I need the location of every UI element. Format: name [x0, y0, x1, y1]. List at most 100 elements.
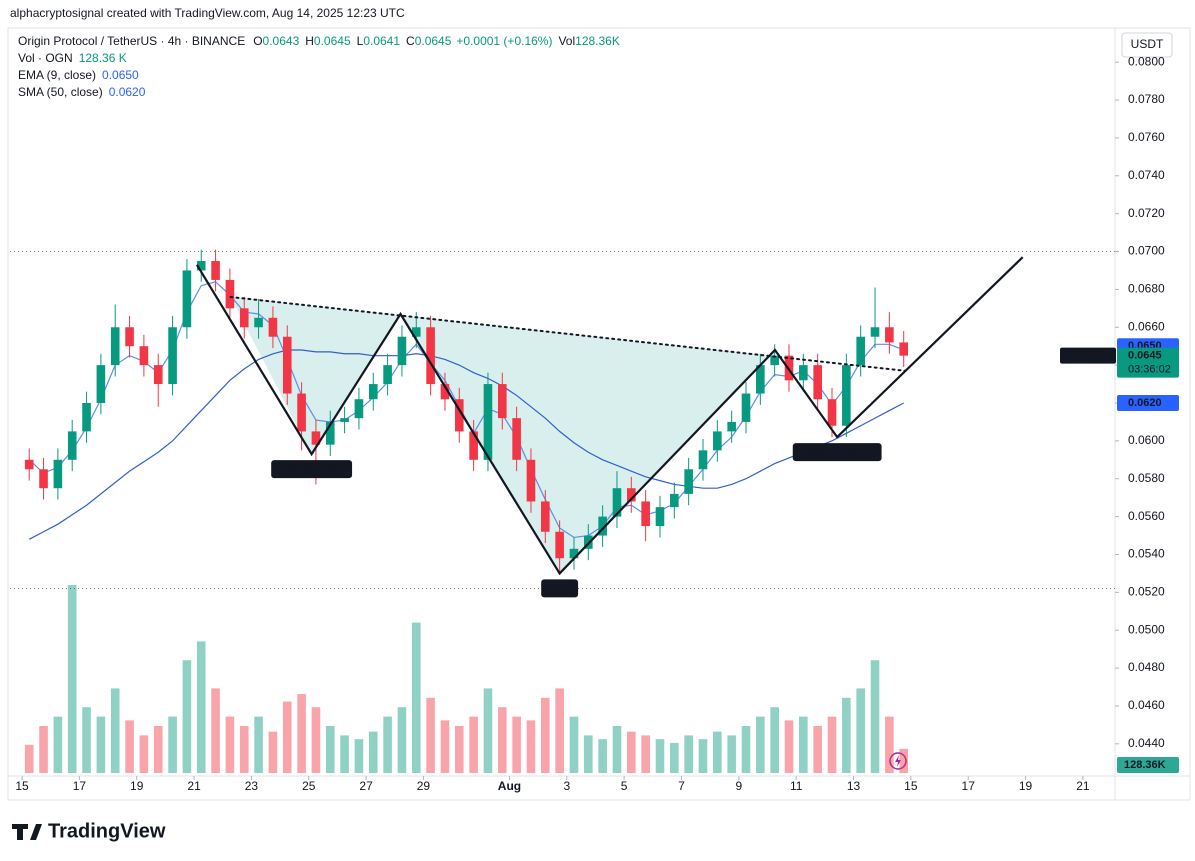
volume-bar [182, 660, 192, 773]
candle-body [713, 431, 722, 451]
volume-bar [325, 726, 335, 773]
candle-body [397, 336, 407, 366]
candle-body [440, 384, 450, 400]
y-tick-label: 0.0660 [1128, 319, 1165, 333]
ohlc-value: 0.0641 [363, 34, 400, 48]
candle-body [239, 308, 249, 328]
volume-bar [569, 716, 579, 773]
volume-bar [39, 726, 48, 773]
currency-box [1121, 32, 1173, 58]
candle-body [297, 393, 306, 432]
sma-price-text: 0.0620 [1128, 397, 1162, 409]
candle-body [598, 516, 607, 536]
y-tick-label: 0.0580 [1128, 471, 1165, 485]
volume-label: Vol [558, 34, 575, 48]
candle-body [627, 488, 636, 502]
frame [7, 27, 1191, 801]
y-tick-label: 0.0520 [1128, 585, 1165, 599]
volume-bar [612, 726, 622, 773]
candle-body [770, 355, 779, 366]
indicator-value: 0.0650 [102, 68, 139, 82]
volume-bar [627, 731, 636, 773]
last-price-text: 0.0645 [1128, 350, 1162, 362]
volume-bar [168, 716, 177, 773]
volume-value: 128.36K [575, 34, 620, 48]
change: +0.0001 (+0.16%) [456, 34, 552, 48]
label-box [541, 579, 579, 598]
x-tick-label: 19 [130, 779, 144, 793]
candle-body [268, 317, 278, 337]
pattern-label-text: Head [546, 582, 573, 594]
candle-body [555, 531, 564, 559]
symbol-box [1060, 347, 1116, 364]
candle-body [684, 469, 693, 494]
candle-body [211, 260, 220, 280]
volume-bar [756, 716, 765, 773]
candle-body [569, 548, 579, 559]
candle-body [354, 399, 364, 419]
y-tick-label: 0.0780 [1128, 92, 1165, 106]
volume-bar [368, 731, 378, 773]
volume-bar [698, 739, 708, 773]
volume-bar [67, 585, 77, 773]
volume-bar [713, 731, 722, 773]
y-tick-label: 0.0440 [1128, 736, 1165, 750]
y-tick-label: 0.0800 [1128, 54, 1165, 68]
volume-bar [340, 735, 349, 773]
candle-body [282, 336, 292, 394]
candle-body [454, 399, 464, 432]
candle-body [182, 270, 192, 328]
candle-body [741, 393, 751, 422]
volume-bar [655, 739, 665, 773]
volume-bar [440, 720, 450, 773]
indicator-legend: Vol · OGN 128.36 K [18, 51, 127, 65]
volume-bar [426, 697, 435, 773]
candle-body [870, 327, 880, 337]
volume-bar [125, 720, 134, 773]
volume-bar [411, 622, 421, 773]
volume-bar [268, 731, 278, 773]
brand-logo: TradingView [12, 820, 166, 842]
legend-line: Origin Protocol / TetherUS · 4h · BINANC… [18, 34, 620, 48]
volume-bar [196, 641, 206, 773]
credit: alphacryptosignal created with TradingVi… [10, 6, 405, 20]
candle-body [526, 459, 536, 502]
icon-bolt [895, 755, 901, 767]
x-tick-label: 21 [1076, 779, 1090, 793]
y-tick-label: 0.0760 [1128, 130, 1165, 144]
y-tick-label: 0.0720 [1128, 206, 1165, 220]
y-tick-label: 0.0560 [1128, 509, 1165, 523]
brand: TradingView [48, 820, 166, 842]
ohlc-label: C [406, 34, 415, 48]
volume-bar [110, 688, 120, 773]
candle-body [340, 418, 349, 422]
candle-body [225, 279, 235, 309]
x-tick-label: 15 [15, 779, 29, 793]
volume-bar [139, 735, 149, 773]
volume-bar [225, 716, 235, 773]
candle-body [641, 501, 650, 527]
candle-body [139, 346, 149, 366]
y-tick-label: 0.0600 [1128, 433, 1165, 447]
volume-bar [454, 726, 464, 773]
currency: USDT [1131, 37, 1164, 51]
x-tick-label: Aug [498, 779, 521, 793]
ohlc-label: H [305, 34, 314, 48]
indicator-value: 128.36 K [79, 51, 127, 65]
candle-body [110, 327, 120, 366]
zigzag [195, 256, 1024, 576]
neckline [229, 295, 907, 372]
candle-body [411, 327, 421, 337]
volume-bar [24, 744, 34, 773]
indicator-name: Vol · OGN [18, 51, 73, 65]
indicator-legend: SMA (50, close) 0.0620 [18, 85, 146, 99]
ohlc-value: 0.0643 [263, 34, 300, 48]
candle-body [483, 384, 493, 460]
candle-body [670, 493, 679, 508]
volume-bar [96, 716, 106, 773]
ohlc-value: 0.0645 [314, 34, 351, 48]
x-tick-label: 21 [187, 779, 201, 793]
symbol: Origin Protocol / TetherUS · 4h · BINANC… [18, 34, 245, 48]
sma-price-box [1117, 395, 1179, 411]
